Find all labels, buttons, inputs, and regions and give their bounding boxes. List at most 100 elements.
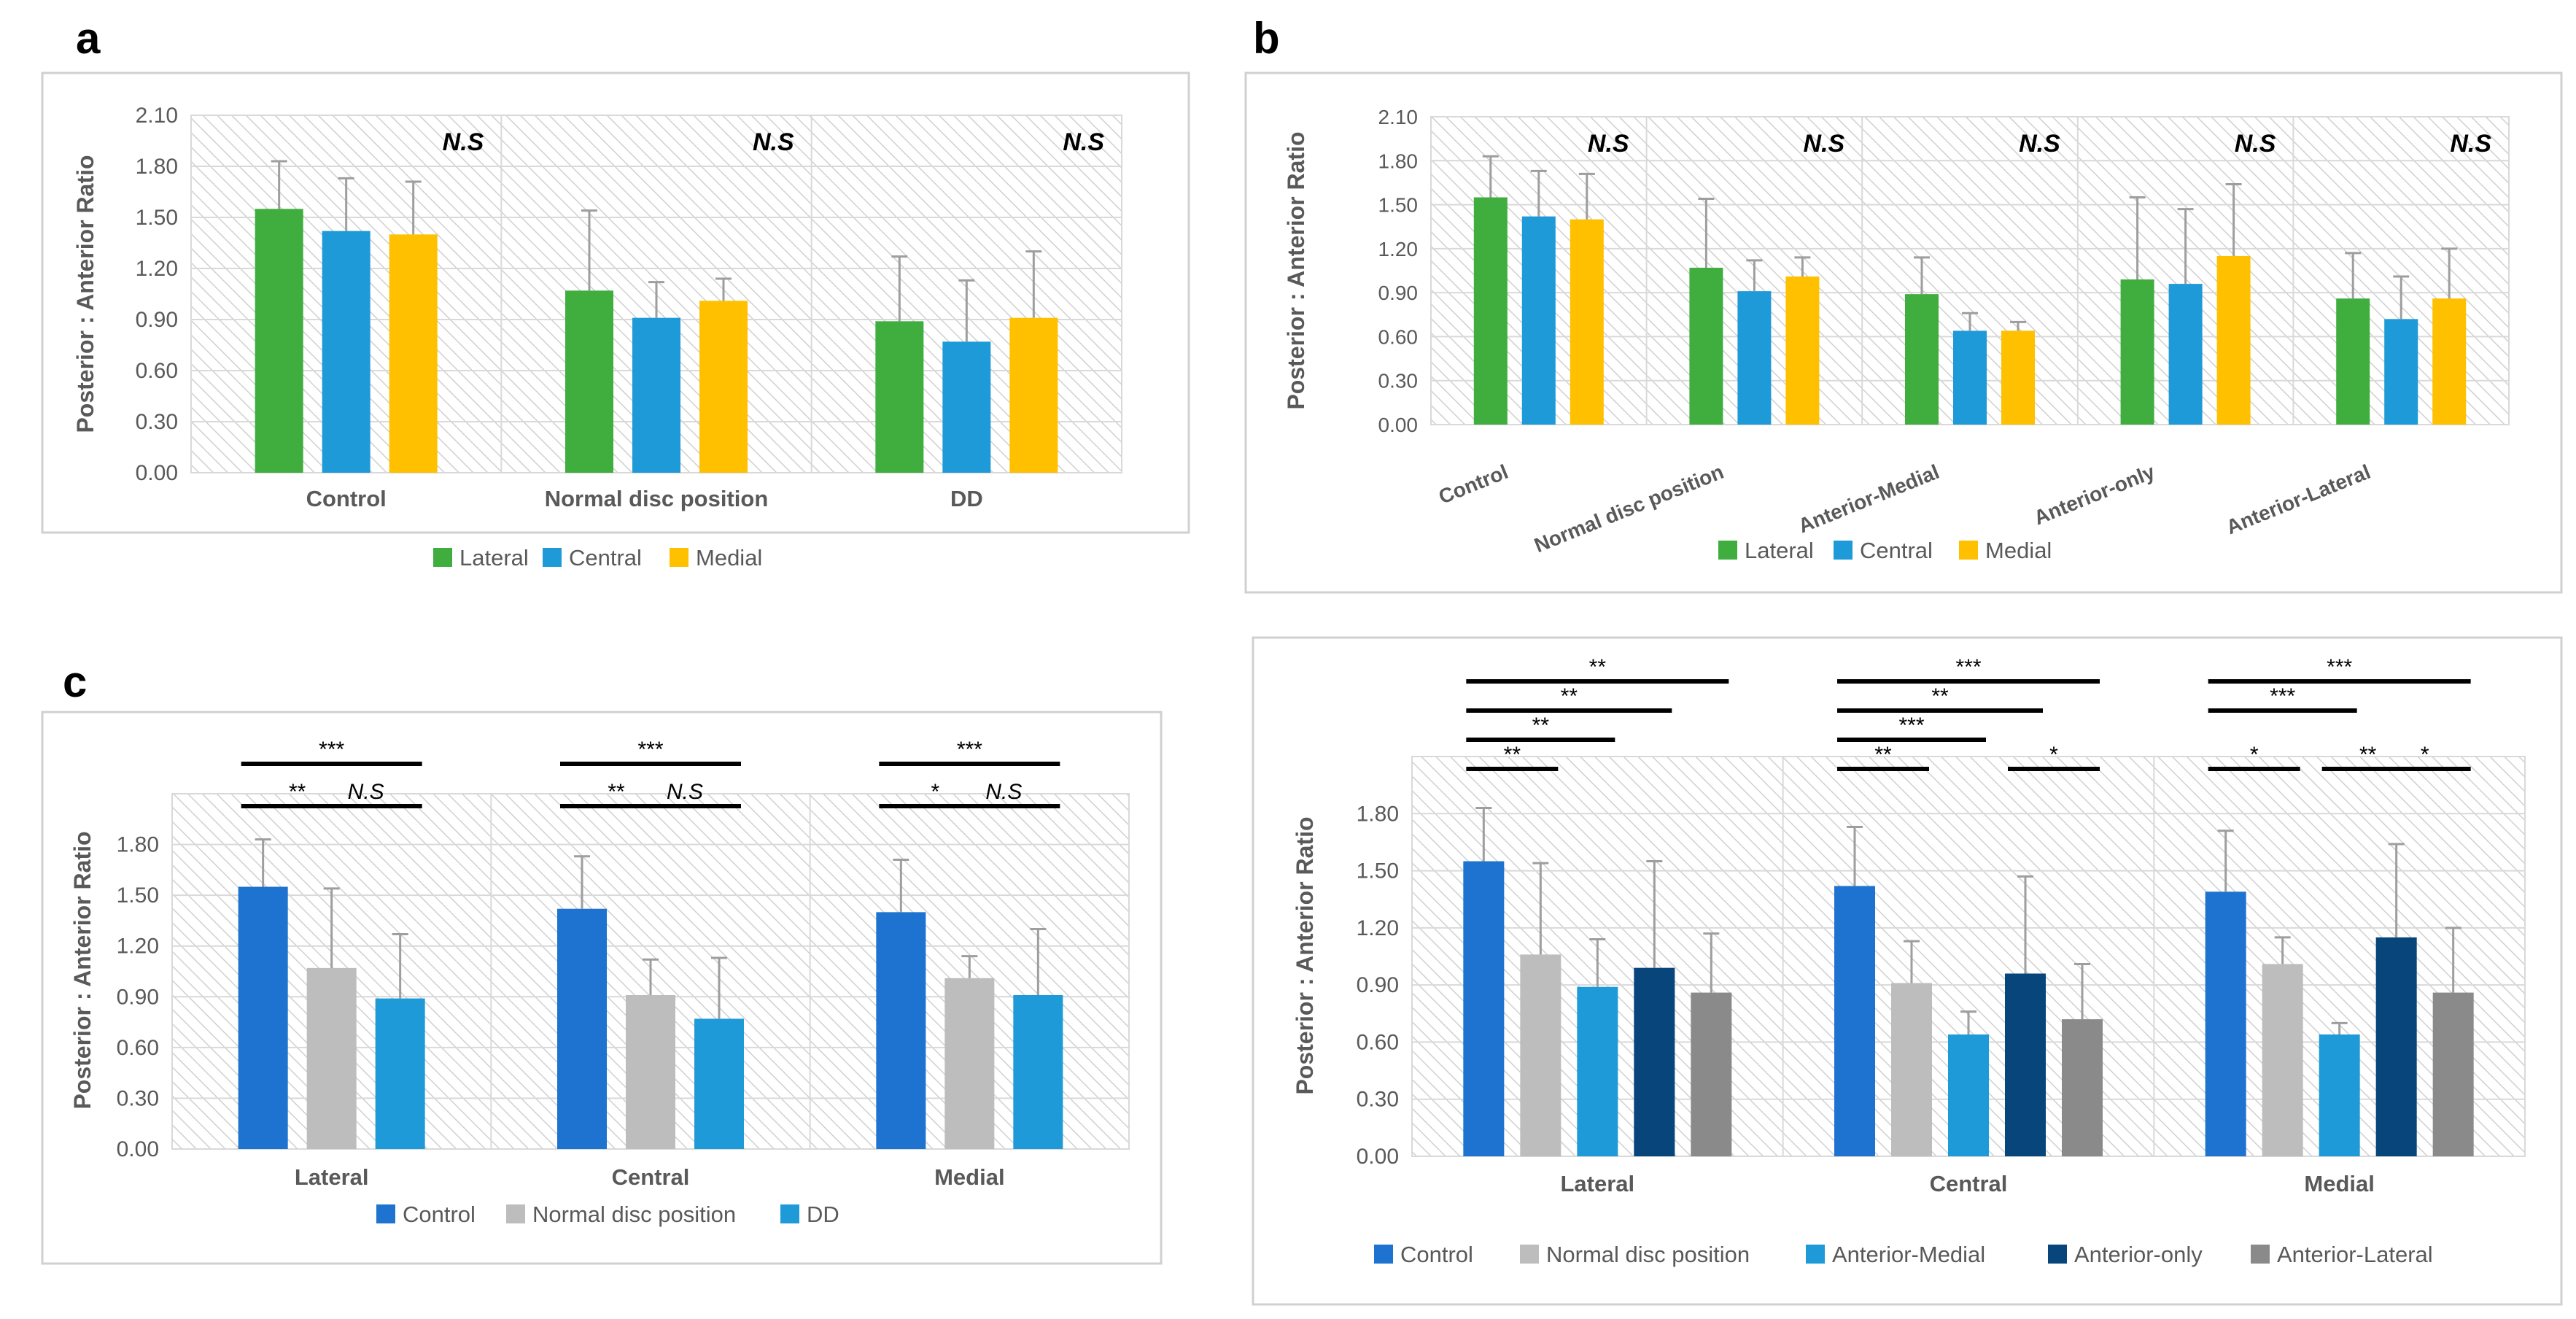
y-tick-label: 1.50 [1357,859,1399,883]
significance-label: * [2049,743,2058,767]
x-category-label: Normal disc position [545,486,769,511]
bar-central [2168,284,2203,425]
bar-medial [2432,298,2467,425]
legend-swatch [376,1204,395,1223]
significance-label: *** [1955,655,1981,679]
bar-lateral [2120,279,2154,425]
legend-label: Anterior-only [2074,1242,2203,1267]
y-axis-label: Posterior : Anterior Ratio [72,155,98,433]
y-tick-label: 0.60 [1357,1030,1399,1054]
bar-normal-disc-position [944,978,995,1149]
bar-medial [1785,276,1820,425]
bar-control [2205,891,2246,1156]
y-tick-label: 1.80 [117,833,159,857]
y-tick-label: 1.80 [1378,150,1419,172]
x-category-label: Medial [934,1164,1004,1190]
significance-label: ** [1532,713,1550,738]
bar-control [1834,886,1875,1156]
bar-normal-disc-position [626,994,675,1149]
significance-label: ** [1504,743,1521,767]
significance-label: ** [1931,684,1949,708]
bar-dd [694,1018,744,1149]
significance-label: *** [637,738,663,762]
y-tick-label: 0.00 [117,1137,159,1161]
legend-swatch [543,548,562,567]
bar-dd [1013,994,1063,1149]
y-axis-label: Posterior : Anterior Ratio [1292,816,1318,1094]
bar-anterior-lateral [2062,1019,2103,1156]
panel-letter-b: b [1253,14,1280,63]
y-tick-label: 0.00 [1357,1145,1399,1169]
y-tick-label: 0.30 [117,1086,159,1110]
bar-lateral [255,209,303,473]
y-tick-label: 2.10 [1378,106,1419,128]
y-tick-label: 0.60 [1378,325,1419,348]
y-tick-label: 0.90 [117,985,159,1009]
significance-label: N.S [753,128,794,156]
bar-control [876,912,926,1149]
significance-label: *** [2327,655,2352,679]
bar-normal-disc-position [1891,983,1932,1156]
significance-label: *** [319,738,344,762]
x-category-label: Lateral [295,1164,369,1190]
y-tick-label: 0.90 [136,308,178,332]
bar-central [322,231,371,473]
bar-dd [375,998,425,1149]
significance-label: N.S [1588,130,1629,158]
significance-label: N.S [2450,130,2491,158]
y-tick-label: 1.50 [1378,194,1419,217]
y-tick-label: 0.60 [117,1036,159,1060]
significance-label: N.S [348,780,384,804]
significance-label: ** [1561,684,1578,708]
significance-label: N.S [443,128,484,156]
bar-medial [389,234,438,473]
significance-label: ** [608,780,625,804]
legend-swatch [433,548,452,567]
significance-label: ** [289,780,306,804]
x-category-label: DD [950,486,983,511]
legend-swatch [670,548,688,567]
x-category-label: Central [1930,1171,2008,1196]
bar-anterior-only [2005,973,2046,1156]
bar-anterior-only [2375,937,2417,1156]
bar-normal-disc-position [2262,964,2303,1156]
legend-label: Central [569,545,642,570]
significance-label: *** [2270,684,2295,708]
bar-central [632,317,680,473]
bar-anterior-lateral [2432,992,2474,1156]
y-tick-label: 0.00 [1378,414,1419,436]
y-tick-label: 1.20 [117,935,159,959]
x-category-label: Central [612,1164,690,1190]
chart-3: 0.00 0.30 0.60 0.90 1.20 1.50 1.80 Posterior : … [1252,636,2563,1306]
bar-lateral [1473,197,1508,425]
legend-label: Lateral [459,545,529,570]
legend-label: Central [1860,538,1933,563]
significance-label: N.S [1063,128,1104,156]
legend-swatch [2251,1245,2270,1264]
bar-central [2384,319,2418,425]
legend-swatch [506,1204,525,1223]
bar-anterior-only [1634,967,1675,1156]
legend-label: DD [807,1202,839,1227]
y-tick-label: 0.30 [1378,370,1419,392]
legend-swatch [2048,1245,2067,1264]
significance-label: * [2421,743,2429,767]
y-tick-label: 1.50 [117,883,159,908]
legend-label: Control [403,1202,476,1227]
legend-label: Anterior-Lateral [2277,1242,2433,1267]
significance-label: N.S [1804,130,1845,158]
bar-control [238,886,288,1149]
y-tick-label: 1.20 [136,257,178,281]
legend-swatch [1520,1245,1539,1264]
bar-normal-disc-position [306,967,357,1149]
y-tick-label: 1.80 [1357,802,1399,826]
bar-medial [2216,255,2251,425]
legend-swatch [780,1204,799,1223]
bar-lateral [875,321,924,473]
significance-label: *** [1898,713,1924,738]
legend-swatch [1374,1245,1393,1264]
x-category-label: Lateral [1560,1171,1634,1196]
bar-central [1953,330,1987,425]
legend-swatch [1959,541,1978,560]
y-tick-label: 1.50 [136,206,178,230]
